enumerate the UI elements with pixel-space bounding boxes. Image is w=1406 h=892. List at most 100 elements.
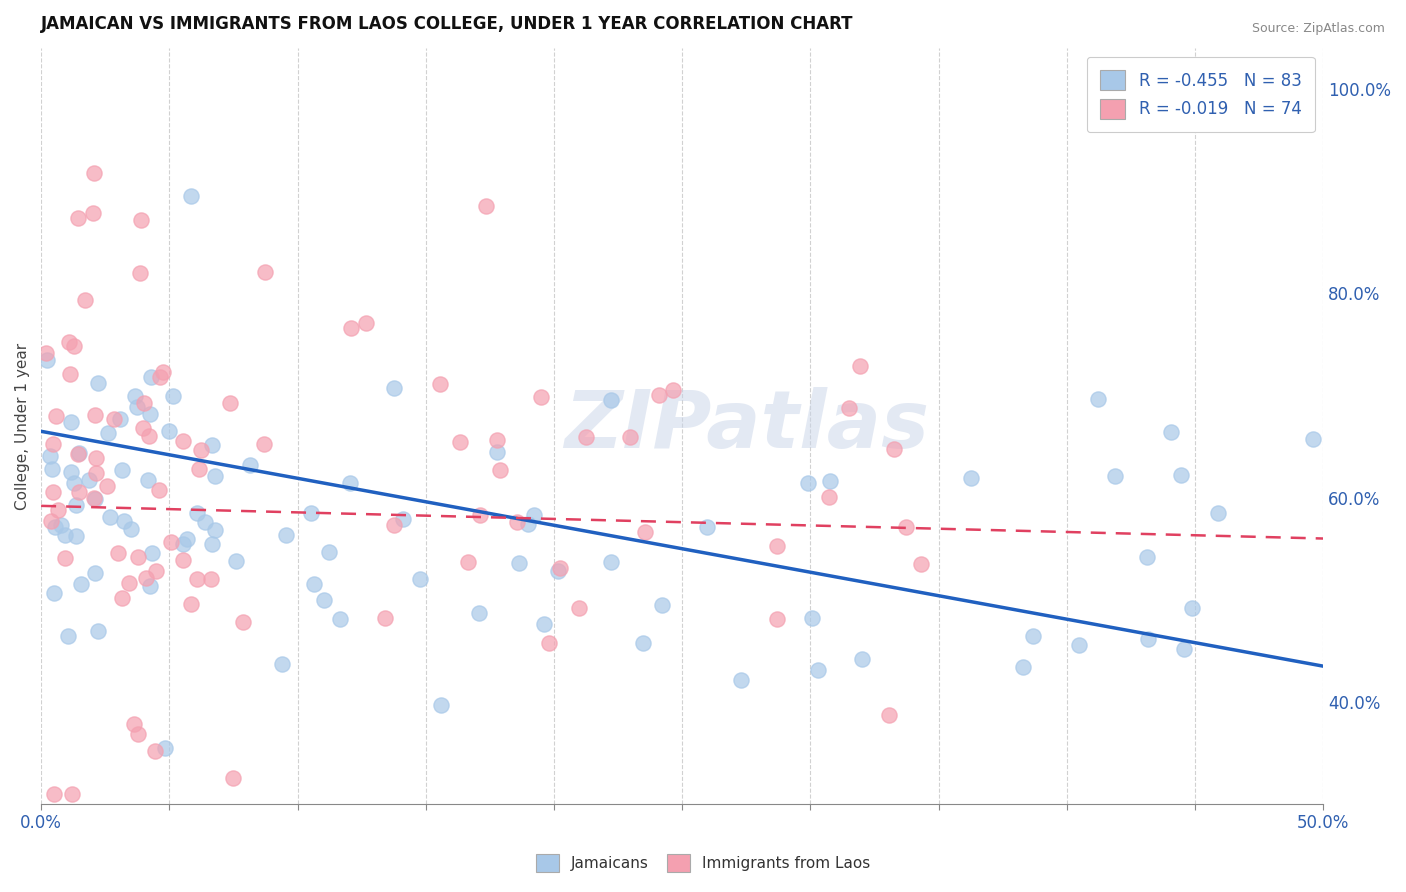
Point	[838, 401, 860, 416]
Point	[508, 557, 530, 571]
Point	[575, 430, 598, 444]
Point	[58, 335, 80, 350]
Point	[62, 339, 84, 353]
Point	[910, 557, 932, 571]
Point	[149, 370, 172, 384]
Point	[382, 517, 405, 532]
Point	[96, 478, 118, 492]
Point	[157, 424, 180, 438]
Point	[818, 474, 841, 488]
Point	[172, 537, 194, 551]
Point	[110, 463, 132, 477]
Point	[548, 561, 571, 575]
Text: JAMAICAN VS IMMIGRANTS FROM LAOS COLLEGE, UNDER 1 YEAR CORRELATION CHART: JAMAICAN VS IMMIGRANTS FROM LAOS COLLEGE…	[41, 15, 853, 33]
Point	[468, 606, 491, 620]
Point	[619, 430, 641, 444]
Point	[60, 415, 83, 429]
Point	[111, 591, 134, 605]
Point	[879, 707, 901, 722]
Point	[219, 396, 242, 410]
Point	[328, 612, 350, 626]
Point	[530, 390, 553, 404]
Text: Source: ZipAtlas.com: Source: ZipAtlas.com	[1251, 22, 1385, 36]
Point	[86, 450, 108, 465]
Point	[84, 466, 107, 480]
Point	[180, 598, 202, 612]
Point	[84, 409, 107, 423]
Point	[356, 317, 378, 331]
Point	[134, 571, 156, 585]
Point	[339, 321, 361, 335]
Point	[516, 516, 538, 531]
Point	[1206, 506, 1229, 520]
Point	[153, 741, 176, 756]
Point	[537, 636, 560, 650]
Point	[849, 359, 872, 374]
Point	[201, 537, 224, 551]
Point	[631, 636, 654, 650]
Point	[45, 409, 67, 424]
Point	[70, 577, 93, 591]
Point	[180, 188, 202, 202]
Point	[475, 199, 498, 213]
Point	[162, 389, 184, 403]
Point	[112, 515, 135, 529]
Point	[204, 468, 226, 483]
Text: ZIPatlas: ZIPatlas	[564, 387, 929, 466]
Point	[141, 545, 163, 559]
Point	[302, 576, 325, 591]
Point	[127, 727, 149, 741]
Point	[65, 498, 87, 512]
Point	[44, 519, 66, 533]
Point	[765, 539, 787, 553]
Point	[1067, 639, 1090, 653]
Legend: R = -0.455   N = 83, R = -0.019   N = 74: R = -0.455 N = 83, R = -0.019 N = 74	[1087, 57, 1315, 132]
Point	[37, 353, 59, 368]
Point	[1087, 392, 1109, 406]
Point	[1160, 425, 1182, 440]
Point	[118, 576, 141, 591]
Point	[485, 445, 508, 459]
Point	[42, 586, 65, 600]
Point	[186, 573, 208, 587]
Point	[129, 213, 152, 227]
Point	[568, 600, 591, 615]
Point	[44, 787, 66, 801]
Point	[896, 520, 918, 534]
Point	[65, 529, 87, 543]
Point	[83, 491, 105, 506]
Point	[138, 473, 160, 487]
Point	[186, 506, 208, 520]
Point	[232, 615, 254, 629]
Point	[254, 265, 277, 279]
Point	[159, 534, 181, 549]
Point	[67, 484, 90, 499]
Point	[200, 438, 222, 452]
Point	[314, 592, 336, 607]
Point	[58, 629, 80, 643]
Point	[124, 717, 146, 731]
Point	[222, 771, 245, 785]
Point	[60, 787, 83, 801]
Point	[1136, 632, 1159, 647]
Point	[648, 388, 671, 402]
Point	[97, 425, 120, 440]
Point	[53, 528, 76, 542]
Point	[145, 564, 167, 578]
Point	[49, 518, 72, 533]
Point	[374, 610, 396, 624]
Point	[67, 446, 90, 460]
Point	[67, 211, 90, 225]
Y-axis label: College, Under 1 year: College, Under 1 year	[15, 343, 30, 509]
Point	[634, 524, 657, 539]
Point	[103, 411, 125, 425]
Point	[108, 411, 131, 425]
Point	[86, 376, 108, 391]
Point	[172, 434, 194, 449]
Point	[42, 485, 65, 500]
Point	[79, 473, 101, 487]
Point	[271, 657, 294, 672]
Point	[107, 546, 129, 560]
Point	[486, 433, 509, 447]
Point	[1302, 433, 1324, 447]
